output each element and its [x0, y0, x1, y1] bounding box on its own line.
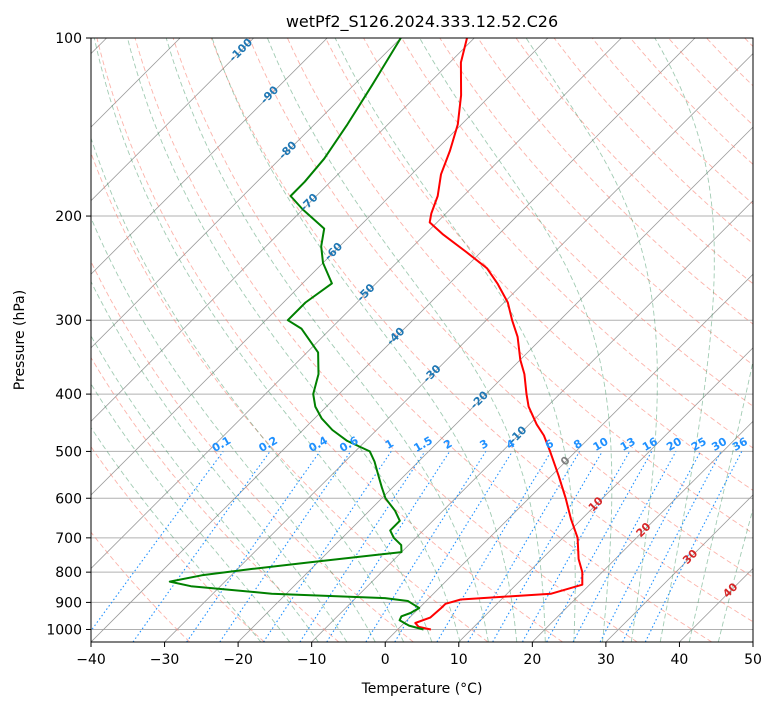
y-tick-label: 400	[55, 387, 82, 403]
dry-adiabat-line	[96, 38, 563, 642]
temperature-line	[414, 38, 584, 631]
moist-adiabat-line	[91, 383, 291, 642]
dry-adiabat-line	[477, 38, 753, 325]
y-tick-label: 900	[55, 595, 82, 611]
moist-adiabat-line	[93, 38, 433, 642]
dry-adiabat-line	[172, 38, 713, 642]
y-axis: 100 200 300 400 500 600 700 800 900 1000	[46, 31, 91, 638]
mixing-ratio-line	[263, 451, 392, 642]
moist-adiabat-line	[165, 38, 489, 642]
dewpoint-line	[168, 38, 424, 631]
moist-adiabat-line	[211, 38, 518, 642]
isotherm-line	[91, 38, 696, 642]
moist-adiabat-line	[334, 38, 576, 642]
x-tick-label: 30	[597, 652, 615, 668]
mixing-ratio-line	[326, 451, 451, 642]
moist-adiabat-line	[91, 334, 319, 642]
isotherm-line	[532, 420, 753, 642]
x-tick-label: −10	[297, 652, 327, 668]
x-tick-label: −20	[223, 652, 253, 668]
isotherm-line	[91, 38, 328, 275]
isotherm-line	[237, 126, 753, 642]
x-tick-label: −40	[76, 652, 106, 668]
mixing-ratio-line	[299, 451, 426, 642]
dry-adiabat-line	[91, 260, 414, 642]
moist-adiabat-line	[654, 38, 715, 642]
moist-adiabat-line	[127, 38, 461, 642]
mixing-ratio-line	[522, 451, 631, 642]
dry-adiabat-line	[91, 445, 265, 642]
x-axis: −40 −30 −20 −10 0 10 20 30 40 50	[76, 642, 762, 668]
mixing-ratio-line	[644, 451, 743, 642]
thermo-background-lines	[91, 38, 753, 642]
plot-frame	[90, 37, 754, 643]
dry-adiabat-line	[91, 151, 489, 642]
mixing-ratio-line	[546, 451, 653, 642]
moist-adiabat-line	[91, 216, 376, 642]
mixing-ratio-line	[572, 451, 677, 642]
isotherm-line	[458, 347, 753, 642]
isotherm-line	[91, 38, 254, 202]
isotherm-line	[384, 273, 753, 642]
mixing-ratio-line	[132, 451, 271, 642]
dry-adiabat-line	[401, 38, 753, 407]
dry-adiabat-line	[515, 38, 753, 285]
isotherm-line	[91, 38, 475, 422]
dry-adiabat-line	[91, 356, 340, 642]
dry-adiabat-line	[210, 38, 753, 623]
y-tick-label: 1000	[46, 622, 82, 638]
x-axis-label: Temperature (°C)	[361, 681, 483, 697]
x-tick-label: 0	[381, 652, 390, 668]
isotherm-line	[605, 494, 753, 642]
y-axis-label: Pressure (hPa)	[12, 290, 28, 390]
isotherm-line	[91, 38, 622, 569]
x-tick-label: 50	[744, 652, 762, 668]
mixing-ratio-line	[219, 451, 352, 642]
y-tick-label: 500	[55, 444, 82, 460]
isotherm-line	[91, 38, 402, 349]
dry-adiabat-line	[134, 38, 638, 642]
moist-adiabat-line	[266, 38, 546, 642]
mixing-ratio-line	[186, 451, 321, 642]
dry-adiabat-line	[248, 38, 753, 578]
y-tick-label: 700	[55, 531, 82, 547]
x-tick-label: −30	[150, 652, 180, 668]
y-tick-label: 800	[55, 565, 82, 581]
mixing-ratio-line	[394, 451, 513, 642]
moist-adiabat-line	[525, 38, 658, 642]
x-tick-label: 20	[523, 652, 541, 668]
dry-adiabat-line	[91, 531, 191, 642]
moist-adiabat-line	[91, 136, 405, 642]
moist-adiabat-line	[91, 280, 348, 642]
x-tick-label: 40	[671, 652, 689, 668]
moist-adiabat-line	[688, 359, 753, 642]
y-tick-label: 200	[55, 209, 82, 225]
y-tick-label: 100	[55, 31, 82, 47]
mixing-ratio-line	[91, 451, 224, 632]
dry-adiabat-line	[325, 38, 753, 491]
isotherm-line	[91, 38, 549, 496]
x-tick-label: 10	[450, 652, 468, 668]
isotherm-line	[164, 53, 753, 642]
chart-title: wetPf2_S126.2024.333.12.52.C26	[286, 12, 558, 32]
sounding-series	[168, 38, 584, 631]
plot-area: 0.1 0.2 0.4 0.6 1 1.5 2 3 4 6 8 10 13 16 20 25 30 36-100-…	[91, 38, 753, 642]
y-tick-label: 300	[55, 313, 82, 329]
y-tick-label: 600	[55, 491, 82, 507]
